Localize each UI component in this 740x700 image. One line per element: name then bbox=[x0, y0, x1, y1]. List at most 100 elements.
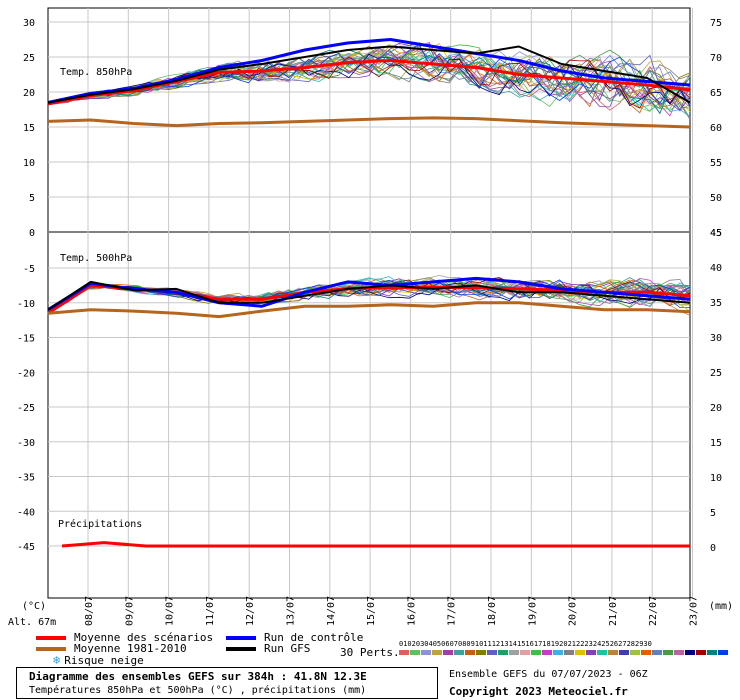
perturbation-swatch bbox=[421, 650, 431, 655]
perturbation-swatch bbox=[410, 650, 420, 655]
title-box: Diagramme des ensembles GEFS sur 384h : … bbox=[16, 667, 438, 699]
y-tick-850: 10 bbox=[23, 158, 35, 169]
y-tick-right-top: 45 bbox=[710, 228, 722, 239]
perturbation-swatch bbox=[487, 650, 497, 655]
legend-clim: Moyenne 1981-2010 bbox=[36, 642, 187, 655]
legend-gfs-label: Run GFS bbox=[264, 642, 311, 655]
y-tick-850: 5 bbox=[29, 193, 35, 204]
y-tick-right-bottom: 15 bbox=[710, 438, 722, 449]
y-tick-right-bottom: 20 bbox=[710, 403, 722, 414]
perturbation-swatch bbox=[674, 650, 684, 655]
perturbation-swatch bbox=[553, 650, 563, 655]
x-tick-label: 13/07 bbox=[286, 596, 297, 626]
legend-snow: ❄ Risque neige bbox=[53, 653, 144, 667]
legend: Moyenne des scénarios Moyenne 1981-2010 … bbox=[0, 628, 740, 700]
y-tick-right-bottom: 45 bbox=[710, 228, 722, 239]
y-unit-left: (°C) bbox=[22, 601, 46, 612]
series-850-run-gfs bbox=[47, 45, 691, 104]
x-tick-label: 14/07 bbox=[326, 596, 337, 626]
perturbation-swatch bbox=[465, 650, 475, 655]
x-tick-label: 19/07 bbox=[527, 596, 538, 626]
perturbation-swatch bbox=[498, 650, 508, 655]
legend-snow-label: Risque neige bbox=[64, 653, 144, 667]
perturbations-label: 30 Perts. bbox=[340, 646, 400, 659]
perturbation-swatch bbox=[542, 650, 552, 655]
perturbation-swatch bbox=[586, 650, 596, 655]
y-tick-850: 20 bbox=[23, 88, 35, 99]
panel-label-850: Temp. 850hPa bbox=[60, 67, 132, 78]
legend-control-label: Run de contrôle bbox=[264, 631, 364, 644]
perturbation-swatch bbox=[443, 650, 453, 655]
x-tick-label: 21/07 bbox=[608, 596, 619, 626]
x-tick-label: 10/07 bbox=[165, 596, 176, 626]
y-tick-850: 30 bbox=[23, 18, 35, 29]
perturbation-swatch bbox=[619, 650, 629, 655]
perturbation-swatch bbox=[707, 650, 717, 655]
perturbation-swatch bbox=[399, 650, 409, 655]
perturbation-swatch bbox=[520, 650, 530, 655]
perturbation-line-500 bbox=[47, 279, 691, 314]
y-tick-500: -20 bbox=[17, 368, 35, 379]
legend-control: Run de contrôle bbox=[226, 631, 363, 644]
y-tick-right-bottom: 5 bbox=[710, 508, 716, 519]
legend-gfs-swatch bbox=[226, 646, 256, 651]
chart-subtitle: Températures 850hPa et 500hPa (°C) , pré… bbox=[29, 685, 367, 696]
legend-clim-swatch bbox=[36, 646, 66, 651]
panel-label-500: Temp. 500hPa bbox=[60, 253, 132, 264]
y-tick-500: -30 bbox=[17, 438, 35, 449]
x-tick-label: 12/07 bbox=[245, 596, 256, 626]
precipitation-mean-line bbox=[61, 541, 690, 548]
y-tick-right-top: 50 bbox=[710, 193, 722, 204]
perturbation-swatch bbox=[509, 650, 519, 655]
main-series-lines bbox=[47, 38, 691, 548]
series-500-run-de-contr-le bbox=[47, 276, 691, 311]
perturbation-swatch bbox=[531, 650, 541, 655]
legend-clim-label: Moyenne 1981-2010 bbox=[74, 642, 187, 655]
perturbation-swatch bbox=[575, 650, 585, 655]
y-tick-right-bottom: 30 bbox=[710, 333, 722, 344]
series-500-moyenne-1981-2010 bbox=[47, 301, 691, 319]
y-tick-right-top: 70 bbox=[710, 53, 722, 64]
x-tick-label: 16/07 bbox=[406, 596, 417, 626]
perturbation-swatch bbox=[663, 650, 673, 655]
x-tick-label: 22/07 bbox=[648, 596, 659, 626]
y-tick-right-top: 60 bbox=[710, 123, 722, 134]
y-tick-500: -45 bbox=[17, 542, 35, 553]
y-tick-500: -25 bbox=[17, 403, 35, 414]
x-tick-label: 08/07 bbox=[84, 596, 95, 626]
y-tick-850: 15 bbox=[23, 123, 35, 134]
y-tick-right-bottom: 35 bbox=[710, 298, 722, 309]
perturbation-swatch bbox=[718, 650, 728, 655]
perturbation-swatch bbox=[641, 650, 651, 655]
y-tick-500: -35 bbox=[17, 473, 35, 484]
legend-mean-label: Moyenne des scénarios bbox=[74, 631, 214, 644]
perturbation-swatch bbox=[476, 650, 486, 655]
legend-mean: Moyenne des scénarios bbox=[36, 631, 213, 644]
chart-title: Diagramme des ensembles GEFS sur 384h : … bbox=[29, 670, 367, 683]
legend-control-swatch bbox=[226, 635, 256, 640]
perturbation-swatch bbox=[685, 650, 695, 655]
legend-mean-swatch bbox=[36, 635, 66, 640]
x-tick-label: 23/07 bbox=[689, 596, 700, 626]
y-tick-right-bottom: 0 bbox=[710, 543, 716, 554]
y-tick-right-bottom: 40 bbox=[710, 263, 722, 274]
x-tick-label: 20/07 bbox=[568, 596, 579, 626]
snowflake-icon: ❄ bbox=[53, 653, 61, 667]
y-tick-500: -15 bbox=[17, 334, 35, 345]
y-tick-850: 0 bbox=[29, 228, 35, 239]
y-tick-500: -5 bbox=[23, 264, 35, 275]
y-unit-right: (mm) bbox=[709, 601, 733, 612]
copyright: Copyright 2023 Meteociel.fr bbox=[449, 685, 628, 698]
altitude-label: Alt. 67m bbox=[8, 617, 56, 628]
perturbation-swatch bbox=[630, 650, 640, 655]
y-tick-right-top: 65 bbox=[710, 88, 722, 99]
series-850-moyenne-1981-2010 bbox=[47, 116, 691, 129]
perturbation-swatch bbox=[696, 650, 706, 655]
perturbation-swatch bbox=[597, 650, 607, 655]
series-850-run-de-contr-le bbox=[47, 38, 691, 104]
perturbation-swatch bbox=[432, 650, 442, 655]
x-tick-label: 09/07 bbox=[124, 596, 135, 626]
x-tick-label: 15/07 bbox=[366, 596, 377, 626]
